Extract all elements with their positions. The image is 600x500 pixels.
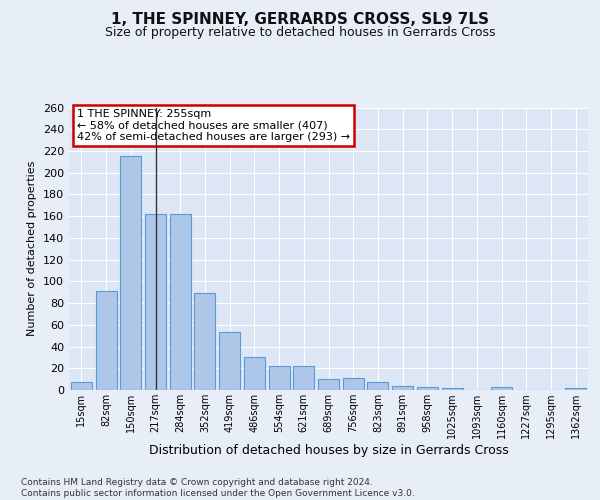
Bar — [269, 366, 290, 390]
Text: 1 THE SPINNEY: 255sqm
← 58% of detached houses are smaller (407)
42% of semi-det: 1 THE SPINNEY: 255sqm ← 58% of detached … — [77, 109, 350, 142]
Bar — [392, 386, 413, 390]
Bar — [293, 366, 314, 390]
Bar — [71, 382, 92, 390]
Bar — [367, 382, 388, 390]
Text: Size of property relative to detached houses in Gerrards Cross: Size of property relative to detached ho… — [105, 26, 495, 39]
Bar — [95, 291, 116, 390]
Bar — [194, 294, 215, 390]
Bar — [170, 214, 191, 390]
Bar — [491, 386, 512, 390]
Bar — [565, 388, 586, 390]
Bar — [417, 386, 438, 390]
Bar — [219, 332, 240, 390]
Bar — [442, 388, 463, 390]
Bar — [318, 379, 339, 390]
Bar — [120, 156, 141, 390]
Bar — [244, 358, 265, 390]
Text: 1, THE SPINNEY, GERRARDS CROSS, SL9 7LS: 1, THE SPINNEY, GERRARDS CROSS, SL9 7LS — [111, 12, 489, 28]
Y-axis label: Number of detached properties: Number of detached properties — [28, 161, 37, 336]
X-axis label: Distribution of detached houses by size in Gerrards Cross: Distribution of detached houses by size … — [149, 444, 508, 457]
Bar — [145, 214, 166, 390]
Text: Contains HM Land Registry data © Crown copyright and database right 2024.
Contai: Contains HM Land Registry data © Crown c… — [21, 478, 415, 498]
Bar — [343, 378, 364, 390]
